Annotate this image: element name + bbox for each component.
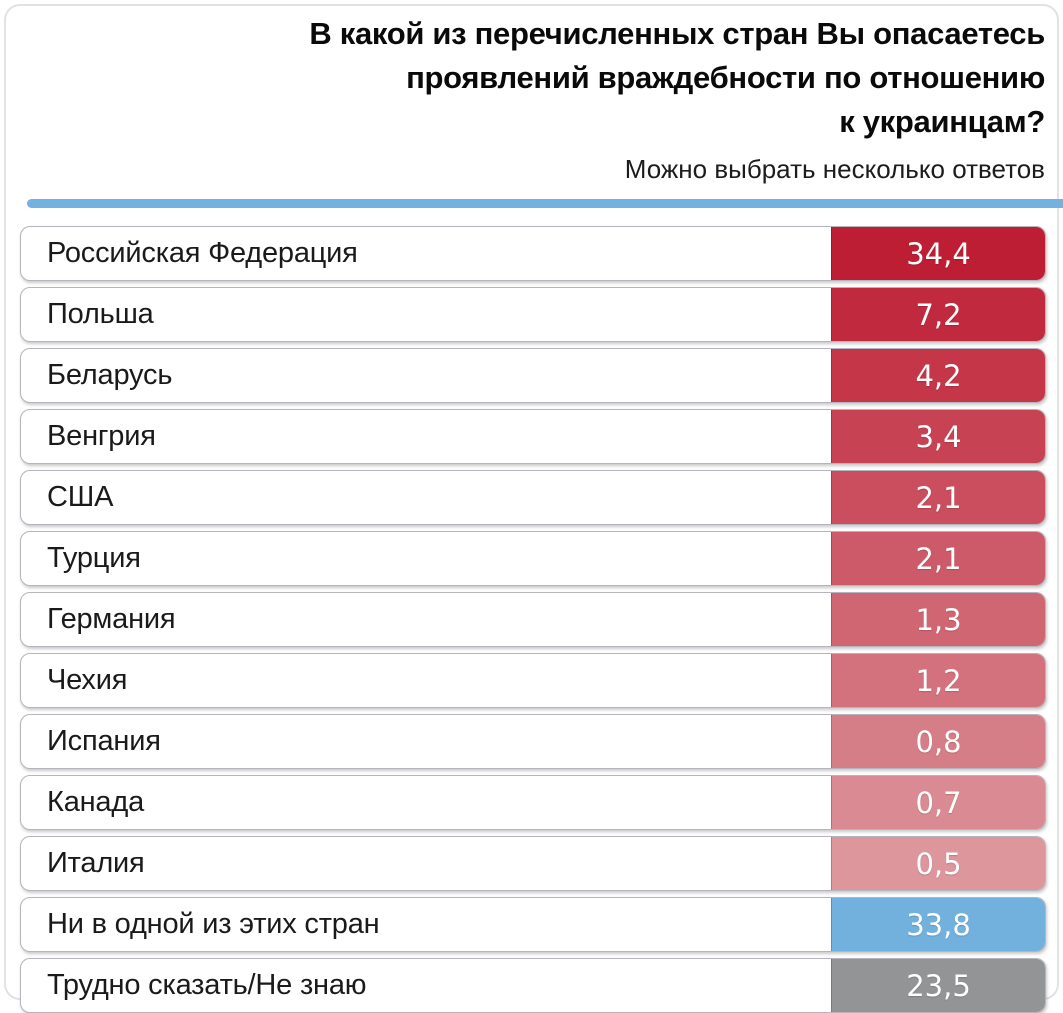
chart-title-line-1: В какой из перечисленных стран Вы опасае… [309, 16, 1045, 51]
table-row: Беларусь 4,2 [20, 348, 1046, 403]
table-row: Германия 1,3 [20, 592, 1046, 647]
chart-title-line-2: проявлений враждебности по отношению [406, 60, 1045, 95]
table-row: Италия 0,5 [20, 836, 1046, 891]
row-value: 0,7 [831, 776, 1045, 829]
row-label: Венгрия [47, 420, 156, 452]
row-label: Ни в одной из этих стран [47, 908, 380, 940]
row-label: Италия [47, 847, 145, 879]
chart-title-line-3: к украинцам? [839, 104, 1045, 139]
row-label: Турция [47, 542, 141, 574]
row-value: 23,5 [831, 959, 1045, 1012]
row-label: Польша [47, 298, 154, 330]
row-value: 7,2 [831, 288, 1045, 341]
table-row: Польша 7,2 [20, 287, 1046, 342]
table-row: Чехия 1,2 [20, 653, 1046, 708]
row-value: 1,2 [831, 654, 1045, 707]
row-value: 3,4 [831, 410, 1045, 463]
row-value: 34,4 [831, 227, 1045, 280]
row-label: Испания [47, 725, 161, 757]
row-label: Чехия [47, 664, 128, 696]
table-row: США 2,1 [20, 470, 1046, 525]
row-label: Германия [47, 603, 176, 635]
chart-subtitle: Можно выбрать несколько ответов [624, 154, 1045, 184]
table-row: Испания 0,8 [20, 714, 1046, 769]
table-row: Канада 0,7 [20, 775, 1046, 830]
chart-header: В какой из перечисленных стран Вы опасае… [0, 0, 1063, 186]
row-value: 0,5 [831, 837, 1045, 890]
row-label: Беларусь [47, 359, 173, 391]
row-value: 1,3 [831, 593, 1045, 646]
row-value: 2,1 [831, 532, 1045, 585]
row-value: 4,2 [831, 349, 1045, 402]
row-value: 0,8 [831, 715, 1045, 768]
table-row: Турция 2,1 [20, 531, 1046, 586]
row-label: Канада [47, 786, 145, 818]
table-row: Российская Федерация 34,4 [20, 226, 1046, 281]
row-value: 2,1 [831, 471, 1045, 524]
table-row: Ни в одной из этих стран 33,8 [20, 897, 1046, 952]
row-label: Трудно сказать/Не знаю [47, 969, 367, 1001]
divider-bar [27, 199, 1063, 208]
table-row: Трудно сказать/Не знаю 23,5 [20, 958, 1046, 1013]
row-value: 33,8 [831, 898, 1045, 951]
chart-rows: Российская Федерация 34,4 Польша 7,2 Бел… [0, 208, 1063, 1013]
row-label: США [47, 481, 114, 513]
row-label: Российская Федерация [47, 237, 358, 269]
table-row: Венгрия 3,4 [20, 409, 1046, 464]
